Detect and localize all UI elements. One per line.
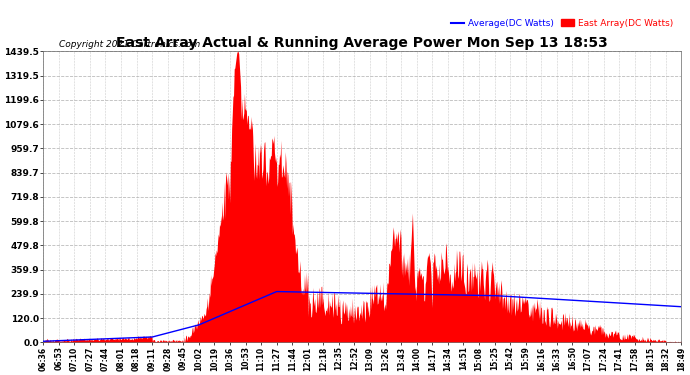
Text: Copyright 2021 Cartronics.com: Copyright 2021 Cartronics.com xyxy=(59,40,200,49)
Legend: Average(DC Watts), East Array(DC Watts): Average(DC Watts), East Array(DC Watts) xyxy=(447,15,677,32)
Title: East Array Actual & Running Average Power Mon Sep 13 18:53: East Array Actual & Running Average Powe… xyxy=(117,36,608,50)
